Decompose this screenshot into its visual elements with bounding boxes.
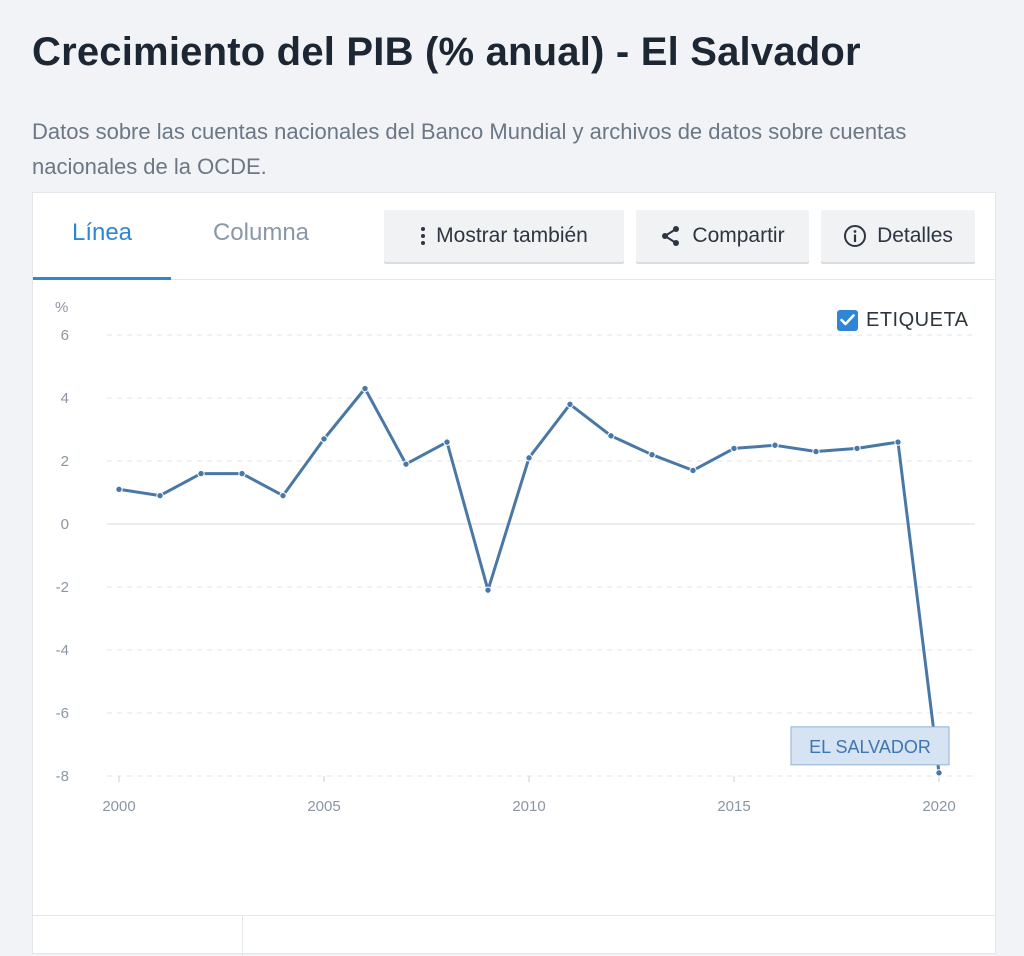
y-tick-label: -8 [56, 768, 69, 785]
data-point [607, 432, 615, 440]
bottom-row [33, 915, 995, 956]
y-tick-label: 4 [61, 390, 69, 407]
y-tick-label: 6 [61, 327, 69, 344]
data-point [853, 444, 861, 453]
share-label: Compartir [692, 224, 785, 247]
bottom-divider [242, 916, 243, 956]
x-tick-label: 2010 [512, 798, 545, 815]
label-toggle-text: ETIQUETA [866, 308, 969, 331]
chart-area: % 6 4 2 0 -2 -4 -6 -8 2000 2005 2010 2015 2020 EL SALV… [33, 280, 995, 910]
data-point [484, 586, 492, 594]
line-chart: % 6 4 2 0 -2 -4 -6 -8 2000 2005 2010 2015 2020 EL SALV… [55, 299, 975, 815]
series-label: EL SALVADOR [809, 737, 931, 757]
x-tick-label: 2005 [307, 798, 340, 815]
y-tick-label: -4 [56, 642, 69, 659]
tab-column[interactable]: Columna [212, 219, 310, 246]
y-axis-label: % [55, 299, 68, 316]
data-point [402, 460, 410, 468]
share-icon [660, 225, 682, 247]
more-vertical-icon [420, 226, 426, 246]
tab-line[interactable]: Línea [33, 193, 171, 280]
data-point [156, 491, 164, 500]
chart-card: Línea Columna Mostrar también Compartir [32, 192, 996, 956]
data-point [894, 438, 902, 446]
info-icon [843, 224, 867, 248]
data-point [279, 491, 287, 500]
series-line [118, 387, 941, 774]
chart-tabs: Línea Columna Mostrar también Compartir [33, 193, 995, 280]
y-tick-label: -6 [56, 705, 69, 722]
data-point [771, 441, 779, 449]
details-label: Detalles [877, 224, 953, 247]
data-point [730, 444, 738, 453]
x-tick-label: 2015 [717, 798, 750, 815]
label-toggle[interactable]: ETIQUETA [837, 309, 969, 331]
data-point [935, 769, 943, 777]
x-tick-label: 2000 [102, 798, 135, 815]
data-point [361, 384, 369, 393]
details-button[interactable]: Detalles [821, 210, 975, 262]
data-point [320, 435, 328, 443]
data-point [115, 485, 123, 494]
y-tick-label: 2 [61, 453, 69, 470]
data-point [197, 469, 205, 478]
x-tick-label: 2020 [922, 798, 955, 815]
data-point [689, 466, 697, 475]
data-point [566, 400, 574, 409]
show-also-label: Mostrar también [436, 224, 588, 247]
data-point [812, 447, 820, 456]
data-point [648, 451, 656, 459]
data-point [238, 469, 246, 478]
checkbox-checked-icon[interactable] [837, 309, 858, 331]
data-point [443, 438, 451, 446]
series-label-box [790, 726, 950, 766]
y-tick-label: -2 [56, 579, 69, 596]
show-also-button[interactable]: Mostrar también [384, 210, 624, 262]
y-tick-label: 0 [61, 516, 69, 533]
share-button[interactable]: Compartir [636, 210, 809, 262]
page-title: Crecimiento del PIB (% anual) - El Salva… [32, 30, 861, 74]
page-subtitle: Datos sobre las cuentas nacionales del B… [32, 119, 907, 179]
data-point [525, 454, 533, 462]
